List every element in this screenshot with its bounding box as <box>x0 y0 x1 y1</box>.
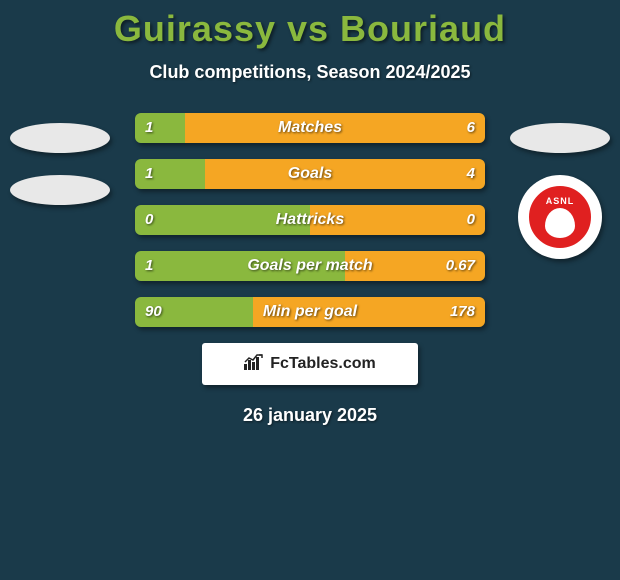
comparison-title: Guirassy vs Bouriaud <box>0 0 620 50</box>
stat-bar-row: 00Hattricks <box>135 205 485 235</box>
stat-bars: 16Matches 14Goals 00Hattricks 10.67Goals pe… <box>135 113 485 327</box>
brand-text: FcTables.com <box>270 355 376 373</box>
chart-icon <box>244 354 264 375</box>
player-placeholder-badge <box>10 123 110 153</box>
club-thistle-icon <box>545 208 575 238</box>
chart-area: ASNL 16Matches 14Goals 00Hattricks 10.67Goa… <box>0 113 620 426</box>
stat-bar-row: 10.67Goals per match <box>135 251 485 281</box>
right-player-badges: ASNL <box>510 123 610 259</box>
club-badge-label: ASNL <box>546 196 575 206</box>
stat-label: Goals per match <box>135 251 485 281</box>
stat-label: Hattricks <box>135 205 485 235</box>
club-badge-inner: ASNL <box>526 183 594 251</box>
stat-label: Min per goal <box>135 297 485 327</box>
comparison-subtitle: Club competitions, Season 2024/2025 <box>0 62 620 83</box>
stat-bar-row: 14Goals <box>135 159 485 189</box>
left-player-badges <box>10 123 110 227</box>
club-badge: ASNL <box>518 175 602 259</box>
brand-box: FcTables.com <box>202 343 418 385</box>
stat-label: Goals <box>135 159 485 189</box>
club-placeholder-badge <box>10 175 110 205</box>
snapshot-date: 26 january 2025 <box>0 405 620 426</box>
stat-bar-row: 16Matches <box>135 113 485 143</box>
player-placeholder-badge <box>510 123 610 153</box>
stat-label: Matches <box>135 113 485 143</box>
stat-bar-row: 90178Min per goal <box>135 297 485 327</box>
